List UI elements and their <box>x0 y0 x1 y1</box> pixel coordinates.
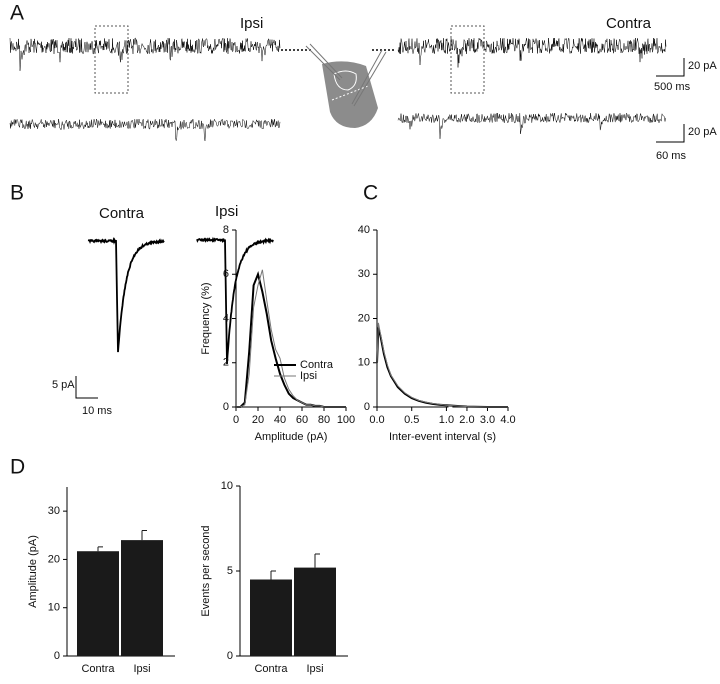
trace-label: Ipsi <box>240 15 263 32</box>
x-tick-label: 4.0 <box>500 414 515 426</box>
x-tick-label: 2.0 <box>459 414 474 426</box>
error-bar <box>97 546 103 552</box>
y-tick-label: 0 <box>227 650 233 662</box>
x-tick-label: 80 <box>318 414 330 426</box>
scale-label: 500 ms <box>654 81 691 93</box>
panel-label: A <box>10 2 24 25</box>
trace <box>9 37 281 71</box>
x-tick-label: 0.0 <box>369 414 384 426</box>
x-tick-label: Contra <box>254 663 288 675</box>
trace-label: Contra <box>99 205 145 222</box>
bar <box>250 579 292 656</box>
y-tick-label: 10 <box>358 357 370 369</box>
y-tick-label: 30 <box>358 268 370 280</box>
line <box>376 322 508 408</box>
x-tick-label: 100 <box>337 414 355 426</box>
line <box>236 271 346 408</box>
y-tick-label: 20 <box>48 553 60 565</box>
zoom-box <box>450 25 485 94</box>
y-tick-label: 5 <box>227 565 233 577</box>
y-axis-label: Frequency (%) <box>200 282 212 354</box>
x-tick-label: 3.0 <box>480 414 495 426</box>
x-axis-label: Amplitude (pA) <box>255 431 328 443</box>
x-tick-label: Ipsi <box>133 663 150 675</box>
y-tick-label: 20 <box>358 312 370 324</box>
y-tick-label: 10 <box>221 480 233 492</box>
x-tick-label: 0.5 <box>404 414 419 426</box>
x-tick-label: 20 <box>252 414 264 426</box>
scale-bar <box>75 376 98 399</box>
y-axis-label: Amplitude (pA) <box>27 535 39 608</box>
bar <box>77 551 119 656</box>
brain-schematic <box>305 43 387 128</box>
error-bar <box>141 529 147 541</box>
scale-bar <box>656 58 685 77</box>
error-bar <box>270 570 276 580</box>
trace-label: Contra <box>606 15 652 32</box>
panel-label: C <box>363 182 378 205</box>
bar <box>121 540 163 656</box>
bar <box>294 567 336 656</box>
zoom-box <box>94 25 129 94</box>
y-tick-label: 0 <box>54 650 60 662</box>
panel-label: D <box>10 456 25 479</box>
panel-label: B <box>10 182 24 205</box>
scale-bar <box>656 124 685 143</box>
x-axis-label: Inter-event interval (s) <box>389 431 496 443</box>
average-trace <box>87 236 165 353</box>
y-tick-label: 40 <box>358 224 370 236</box>
x-tick-label: 0 <box>233 414 239 426</box>
scale-label: 5 pA <box>52 379 75 391</box>
connector <box>128 93 451 112</box>
x-tick-label: 60 <box>296 414 308 426</box>
trace <box>397 112 666 139</box>
scale-label: 60 ms <box>656 150 686 162</box>
x-tick-label: 1.0 <box>439 414 454 426</box>
scale-label: 10 ms <box>82 405 112 417</box>
axis-break <box>448 402 453 412</box>
y-tick-label: 0 <box>223 401 229 413</box>
trace <box>397 37 667 68</box>
trace-label: Ipsi <box>215 203 238 220</box>
y-tick-label: 4 <box>223 312 229 324</box>
y-tick-label: 2 <box>223 357 229 369</box>
legend-label: Ipsi <box>300 370 317 382</box>
x-tick-label: 40 <box>274 414 286 426</box>
y-tick-label: 0 <box>364 401 370 413</box>
error-bar <box>314 553 320 568</box>
y-tick-label: 6 <box>223 268 229 280</box>
legend-label: Contra <box>300 359 334 371</box>
y-tick-label: 10 <box>48 602 60 614</box>
y-tick-label: 8 <box>223 224 229 236</box>
y-tick-label: 30 <box>48 505 60 517</box>
y-axis-label: Events per second <box>200 525 212 616</box>
average-trace <box>196 236 274 365</box>
x-tick-label: Ipsi <box>306 663 323 675</box>
x-tick-label: Contra <box>81 663 115 675</box>
scale-label: 20 pA <box>688 126 717 138</box>
scale-label: 20 pA <box>688 60 717 72</box>
trace <box>9 118 281 141</box>
line <box>376 327 508 408</box>
line <box>236 269 346 408</box>
